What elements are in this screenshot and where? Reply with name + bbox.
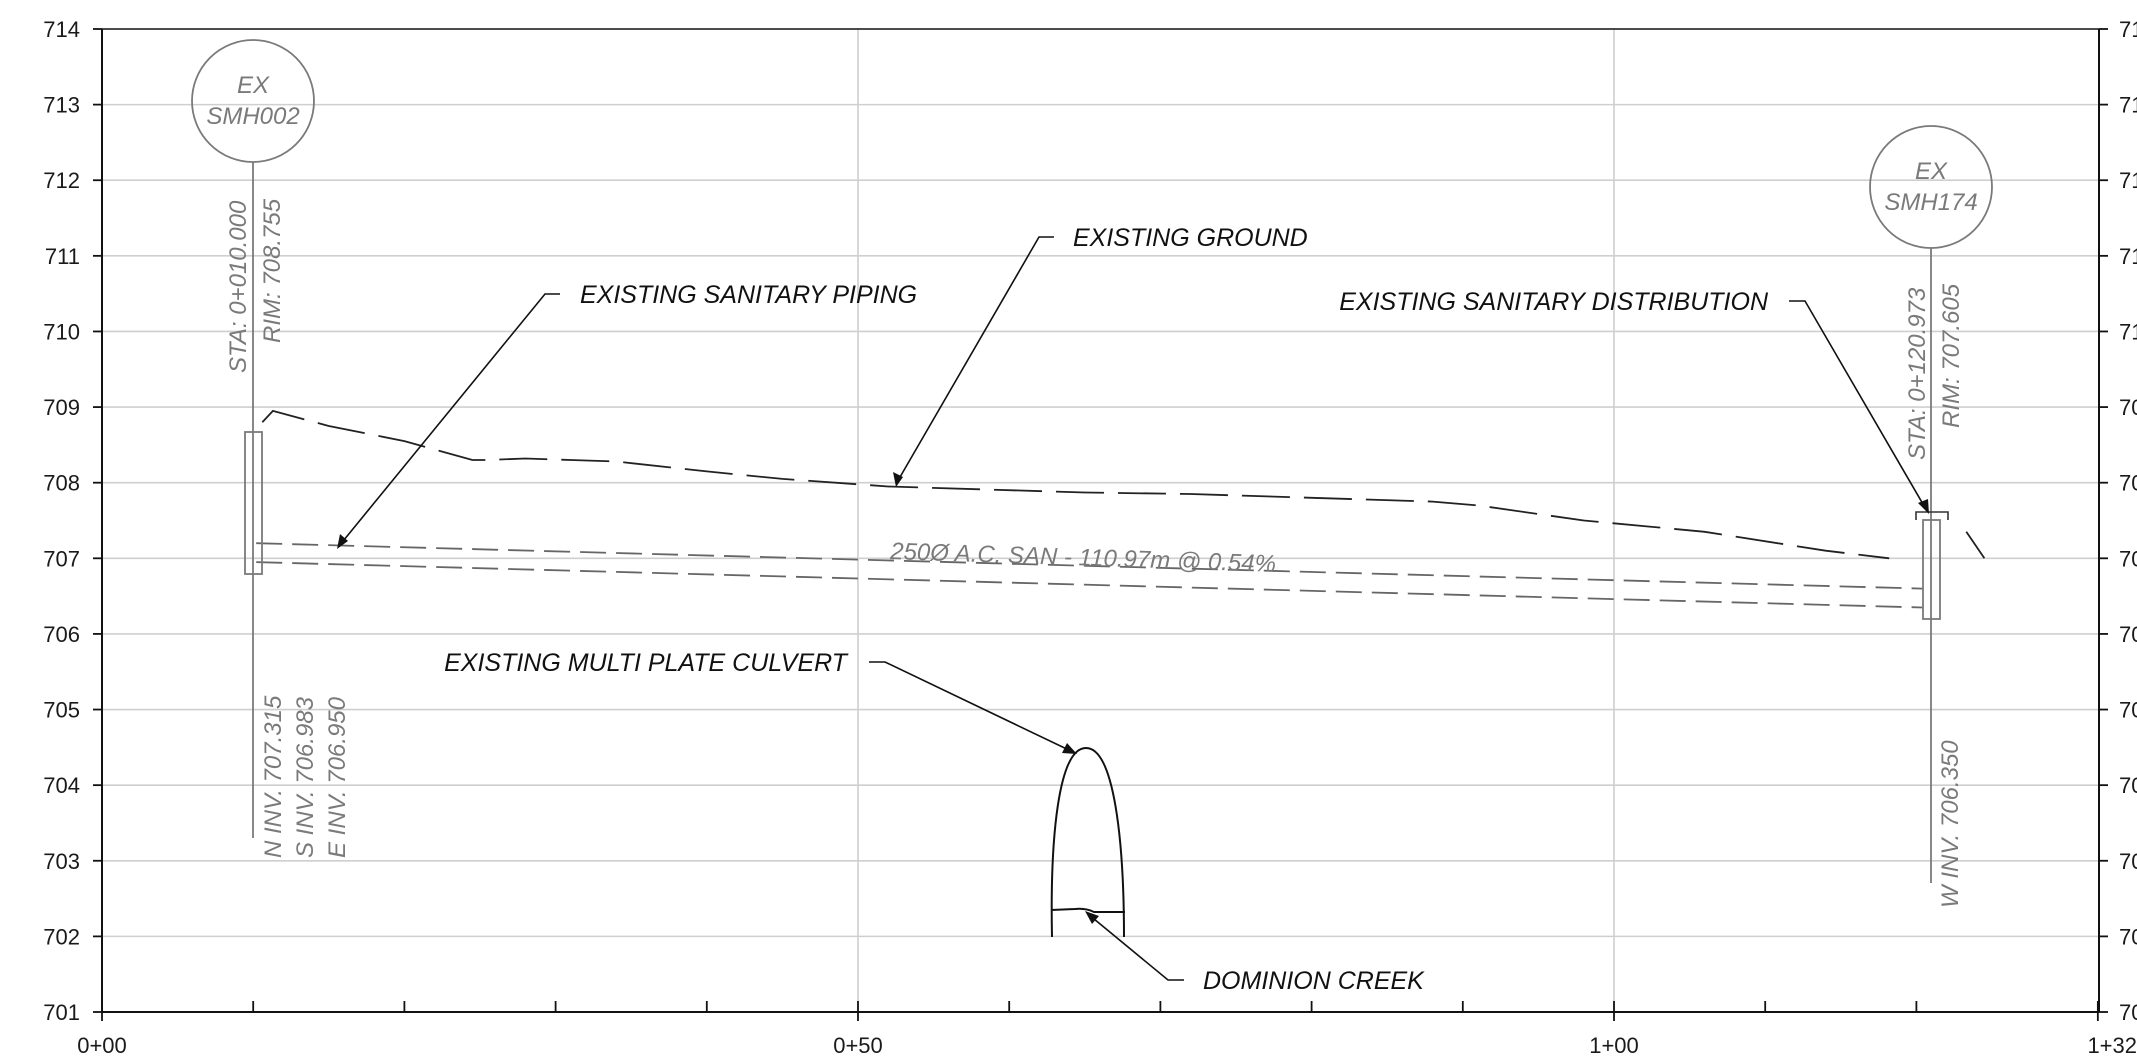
multi-plate-culvert xyxy=(1050,746,1125,938)
manhole-tag-line2: SMH174 xyxy=(1884,189,1977,216)
y-tick-label: 714 xyxy=(43,17,80,42)
manhole-tag-line2: SMH002 xyxy=(206,103,299,130)
callout-label: DOMINION CREEK xyxy=(1203,967,1425,995)
x-tick-label: 0+00 xyxy=(77,1033,127,1058)
y-tick-label: 712 xyxy=(43,168,80,193)
horizontal-gridlines xyxy=(102,103,2099,938)
manhole-structure xyxy=(244,431,263,575)
manhole-structure xyxy=(1922,519,1941,620)
callout-leader xyxy=(895,236,1054,485)
y-tick-label-right: 71 xyxy=(2119,244,2137,269)
y-tick-label-right: 70 xyxy=(2119,773,2137,798)
y-tick-label-right: 71 xyxy=(2119,168,2137,193)
callout-existing-multi-plate-culvert: EXISTING MULTI PLATE CULVERT xyxy=(444,649,1077,754)
y-tick-label: 704 xyxy=(43,773,80,798)
callout-existing-ground: EXISTING GROUND xyxy=(893,224,1308,487)
y-tick-label-right: 70 xyxy=(2119,698,2137,723)
manhole-smh174: EX SMH174 STA: 0+120.973 RIM: 707.605 W … xyxy=(1869,125,1993,908)
x-axis-ticks: 0+00 0+50 1+00 1+32 xyxy=(77,1001,2137,1058)
pipe-label: 250Ø A.C. SAN - 110.97m @ 0.54% xyxy=(889,538,1277,578)
existing-ground-line-beyond xyxy=(1965,531,1986,559)
arrowhead xyxy=(1085,911,1099,924)
callout-label: EXISTING SANITARY DISTRIBUTION xyxy=(1339,288,1769,316)
y-tick-label-right: 70 xyxy=(2119,622,2137,647)
culvert-arch xyxy=(1050,746,1125,938)
creek-water-line xyxy=(1050,907,1125,913)
x-tick-label: 0+50 xyxy=(833,1033,883,1058)
manhole-tag-line1: EX xyxy=(237,72,270,99)
callout-existing-sanitary-distribution: EXISTING SANITARY DISTRIBUTION xyxy=(1339,288,1929,514)
y-tick-label-right: 70 xyxy=(2119,924,2137,949)
y-tick-label: 713 xyxy=(43,93,80,118)
manhole-station: STA: 0+010.000 xyxy=(225,200,252,373)
y-tick-label: 705 xyxy=(43,698,80,723)
y-tick-label-right: 70 xyxy=(2119,849,2137,874)
callout-label: EXISTING MULTI PLATE CULVERT xyxy=(444,649,849,677)
callout-leader xyxy=(1789,300,1928,512)
y-axis-ticks: 714 71 713 71 712 71 711 71 710 71 709 70 708 70 707 70… xyxy=(43,17,2137,1025)
arrowhead xyxy=(1918,499,1929,514)
y-tick-label: 709 xyxy=(43,395,80,420)
manhole-station: STA: 0+120.973 xyxy=(1904,287,1931,460)
pipe-top-line xyxy=(256,542,1923,590)
vertical-gridlines xyxy=(857,29,1615,1012)
manhole-invert-e: E INV. 706.950 xyxy=(324,696,351,858)
manhole-tag-circle xyxy=(191,39,315,163)
callout-label: EXISTING SANITARY PIPING xyxy=(580,281,917,309)
manhole-invert-n: N INV. 707.315 xyxy=(260,695,287,858)
y-tick-label: 707 xyxy=(43,546,80,571)
y-tick-label-right: 71 xyxy=(2119,319,2137,344)
y-tick-label: 710 xyxy=(43,319,80,344)
existing-sanitary-pipe xyxy=(256,542,1923,609)
y-tick-label-right: 71 xyxy=(2119,93,2137,118)
manhole-invert-s: S INV. 706.983 xyxy=(292,696,319,858)
manhole-smh002: EX SMH002 STA: 0+010.000 RIM: 708.755 N … xyxy=(191,39,351,858)
callout-existing-sanitary-piping: EXISTING SANITARY PIPING xyxy=(337,281,917,549)
y-tick-label: 701 xyxy=(43,1000,80,1025)
arrowhead xyxy=(337,534,348,549)
callout-leader xyxy=(1087,913,1184,981)
y-tick-label-right: 70 xyxy=(2119,471,2137,496)
y-tick-label-right: 70 xyxy=(2119,546,2137,571)
existing-ground-line xyxy=(261,409,1890,560)
arrowhead xyxy=(893,472,903,487)
y-tick-label: 706 xyxy=(43,622,80,647)
y-tick-label: 708 xyxy=(43,471,80,496)
callout-label: EXISTING GROUND xyxy=(1073,224,1308,252)
y-tick-label-right: 71 xyxy=(2119,17,2137,42)
callout-leader xyxy=(869,661,1074,753)
arrowhead xyxy=(1062,743,1077,754)
manhole-invert-w: W INV. 706.350 xyxy=(1937,740,1964,908)
y-tick-label: 711 xyxy=(45,244,80,269)
manhole-tag-line1: EX xyxy=(1915,158,1948,185)
y-tick-label: 702 xyxy=(43,924,80,949)
x-tick-label: 1+00 xyxy=(1589,1033,1639,1058)
callout-leader xyxy=(338,293,560,547)
callout-dominion-creek: DOMINION CREEK xyxy=(1085,911,1425,995)
y-tick-label-right: 70 xyxy=(2119,1000,2137,1025)
manhole-cover xyxy=(1915,511,1949,520)
manhole-tag-circle xyxy=(1869,125,1993,249)
y-tick-label-right: 70 xyxy=(2119,395,2137,420)
pipe-bottom-line xyxy=(256,561,1923,609)
manhole-rim: RIM: 708.755 xyxy=(259,198,286,343)
y-tick-label: 703 xyxy=(43,849,80,874)
x-tick-label: 1+32 xyxy=(2087,1033,2137,1058)
manhole-rim: RIM: 707.605 xyxy=(1938,283,1965,428)
